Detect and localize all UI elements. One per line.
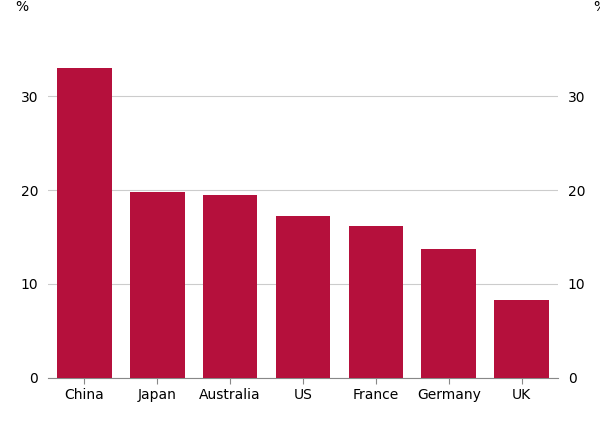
- Bar: [57, 68, 112, 378]
- Text: %: %: [15, 0, 28, 14]
- Bar: [494, 300, 549, 378]
- Bar: [203, 195, 257, 378]
- Bar: [349, 226, 403, 378]
- Text: %: %: [594, 0, 600, 14]
- Bar: [421, 249, 476, 378]
- Bar: [130, 192, 185, 378]
- Bar: [275, 216, 331, 378]
